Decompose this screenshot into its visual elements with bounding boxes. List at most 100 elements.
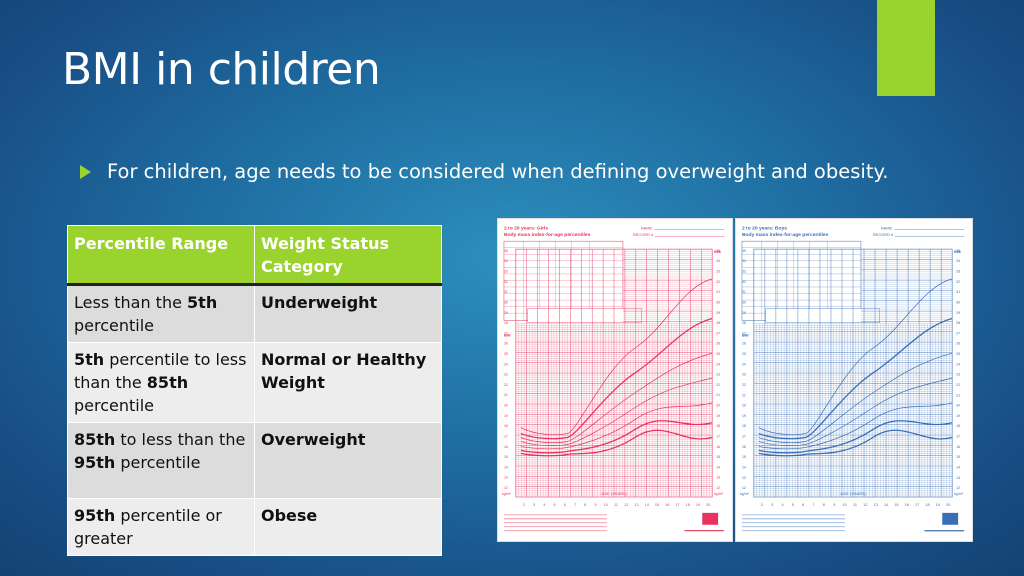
bmi-tick-label-right: 19 — [956, 414, 960, 418]
bmi-tick-label-left: 30 — [504, 300, 508, 304]
bmi-tick-label-right: 24 — [716, 362, 720, 366]
percentile-curve — [758, 278, 953, 435]
age-tick-label: 18 — [925, 503, 929, 507]
percentile-curve — [758, 377, 953, 447]
bmi-tick-label-right: 16 — [716, 445, 720, 449]
range-text-part: percentile — [74, 316, 155, 335]
age-tick-label: 19 — [936, 503, 940, 507]
bmi-tick-label-left: 21 — [504, 393, 508, 397]
chart-record-label: RECORD # — [873, 232, 894, 237]
bmi-tick-label-left: 12 — [504, 486, 508, 490]
bullet-point: For children, age needs to be considered… — [80, 160, 888, 183]
age-tick-label: 9 — [833, 503, 835, 507]
bmi-tick-label-left: 14 — [742, 465, 746, 469]
bmi-tick-label-right: 31 — [956, 290, 960, 294]
bmi-tick-label-right: 25 — [956, 352, 960, 356]
age-tick-label: 5 — [792, 503, 794, 507]
bmi-axis-label: BMI — [954, 250, 961, 254]
age-axis-label: AGE (YEARS) — [601, 491, 627, 496]
bmi-tick-label-right: 16 — [956, 445, 960, 449]
bmi-tick-label-left: 17 — [742, 435, 746, 439]
bmi-tick-label-left: 19 — [742, 414, 746, 418]
bmi-tick-label-right: 25 — [716, 352, 720, 356]
bmi-tick-label-left: 14 — [504, 465, 508, 469]
chart-record-label: RECORD # — [633, 232, 654, 237]
range-text-part: to less than the — [115, 430, 246, 449]
age-tick-label: 7 — [813, 503, 815, 507]
range-text-part: 95th — [74, 453, 116, 472]
bmi-tick-label-left: 25 — [742, 352, 746, 356]
bmi-tick-label-right: 18 — [716, 424, 720, 428]
bmi-tick-label-left: 21 — [742, 393, 746, 397]
percentile-curve — [758, 420, 953, 454]
age-tick-label: 20 — [946, 503, 950, 507]
bmi-tick-label-right: 32 — [956, 280, 960, 284]
bmi-tick-label-right: 29 — [956, 311, 960, 315]
age-tick-label: 2 — [523, 503, 525, 507]
age-tick-label: 13 — [874, 503, 878, 507]
bmi-tick-label-right: 20 — [956, 404, 960, 408]
percentile-curve — [520, 278, 713, 435]
bmi-tick-label-right: 14 — [956, 465, 960, 469]
bmi-tick-label-left: 20 — [742, 404, 746, 408]
bmi-tick-label-left: 27 — [504, 331, 508, 335]
bmi-tick-label-right: 30 — [716, 300, 720, 304]
age-tick-label: 7 — [574, 503, 576, 507]
unit-label-right: kg/m² — [954, 492, 964, 496]
table-header-row: Percentile Range Weight Status Category — [67, 225, 442, 286]
cdc-logo-icon — [942, 512, 959, 525]
unit-label-right: kg/m² — [714, 492, 724, 496]
bmi-tick-label-right: 20 — [716, 404, 720, 408]
range-text-part: 95th — [74, 506, 116, 525]
bmi-tick-label-right: 35 — [956, 249, 960, 253]
age-tick-label: 4 — [781, 503, 783, 507]
bmi-tick-label-right: 23 — [956, 373, 960, 377]
percentile-curve — [520, 377, 713, 447]
bmi-tick-label-left: 18 — [504, 424, 508, 428]
age-tick-label: 10 — [604, 503, 608, 507]
bmi-tick-label-left: 29 — [504, 311, 508, 315]
unit-label-left: kg/m² — [740, 492, 750, 496]
bmi-tick-label-right: 21 — [716, 393, 720, 397]
table-row: 85th to less than the 95th percentile Ov… — [67, 422, 442, 499]
percentile-table: Percentile Range Weight Status Category … — [67, 225, 442, 556]
age-tick-label: 11 — [853, 503, 857, 507]
bmi-tick-label-right: 27 — [716, 331, 720, 335]
range-cell: 5th percentile to less than the 85th per… — [67, 342, 255, 423]
range-text-part: 5th — [187, 293, 218, 312]
chart-title-line1: 2 to 20 years: Girls — [504, 225, 548, 231]
bullet-arrow-icon — [80, 164, 91, 179]
chart-name-label: NAME — [641, 225, 653, 230]
bmi-tick-label-left: 29 — [742, 311, 746, 315]
bmi-tick-label-left: 23 — [742, 373, 746, 377]
bmi-tick-label-left: 15 — [504, 455, 508, 459]
chart-name-label: NAME — [881, 225, 893, 230]
bmi-tick-label-left: 24 — [504, 362, 508, 366]
cdc-logo-icon — [702, 512, 719, 525]
bmi-tick-label-left: 22 — [742, 383, 746, 387]
bmi-tick-label-right: 19 — [716, 414, 720, 418]
header-percentile-range: Percentile Range — [67, 225, 255, 286]
bmi-tick-label-right: 14 — [716, 465, 720, 469]
bmi-tick-label-right: 22 — [716, 383, 720, 387]
chart-title-line2: Body mass index-for-age percentiles — [504, 232, 591, 238]
bmi-tick-label-left: 16 — [742, 445, 746, 449]
bmi-tick-label-left: 12 — [742, 486, 746, 490]
age-tick-label: 6 — [564, 503, 566, 507]
bmi-tick-label-left: 17 — [504, 435, 508, 439]
chart-title-line2: Body mass index-for-age percentiles — [742, 232, 829, 238]
bmi-tick-label-left: 35 — [504, 249, 508, 253]
bmi-tick-label-right: 15 — [716, 455, 720, 459]
table-row: 95th percentile or greater Obese — [67, 498, 442, 556]
bmi-tick-label-right: 17 — [716, 435, 720, 439]
bmi-tick-label-left: 33 — [504, 270, 508, 274]
age-tick-label: 8 — [823, 503, 825, 507]
age-tick-label: 14 — [884, 503, 888, 507]
bmi-tick-label-left: 30 — [742, 300, 746, 304]
age-tick-label: 4 — [543, 503, 545, 507]
age-tick-label: 16 — [905, 503, 909, 507]
age-tick-label: 8 — [584, 503, 586, 507]
percentile-curve — [520, 429, 713, 457]
